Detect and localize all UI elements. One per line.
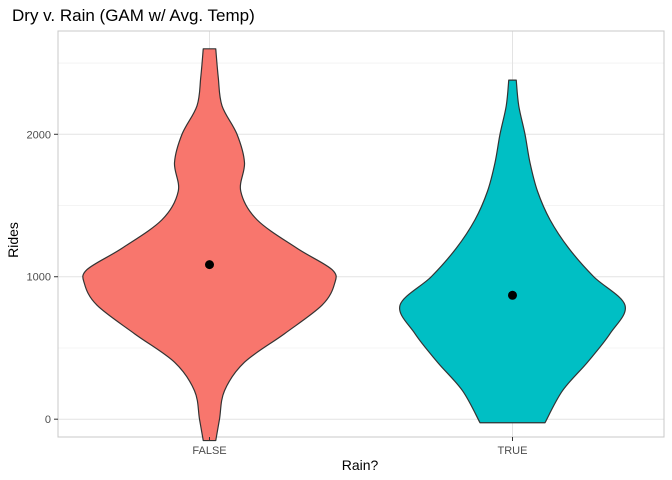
x-tick-label: TRUE (498, 445, 528, 457)
mean-point-false (205, 260, 214, 270)
chart-title: Dry v. Rain (GAM w/ Avg. Temp) (12, 6, 255, 25)
violins (82, 48, 626, 442)
y-tick-label: 0 (45, 414, 51, 426)
y-axis: 0 1000 2000 (27, 129, 58, 426)
x-axis: FALSE TRUE (192, 437, 527, 457)
panel-border (57, 30, 665, 438)
x-axis-title: Rain? (342, 457, 379, 473)
y-tick-label: 1000 (27, 272, 51, 284)
violin-false (82, 48, 337, 442)
mean-point-true (508, 290, 517, 300)
y-tick-label: 2000 (27, 129, 51, 141)
y-axis-title: Rides (5, 222, 21, 258)
x-tick-label: FALSE (192, 445, 226, 457)
violin-true (399, 79, 626, 424)
mean-points (205, 260, 517, 300)
